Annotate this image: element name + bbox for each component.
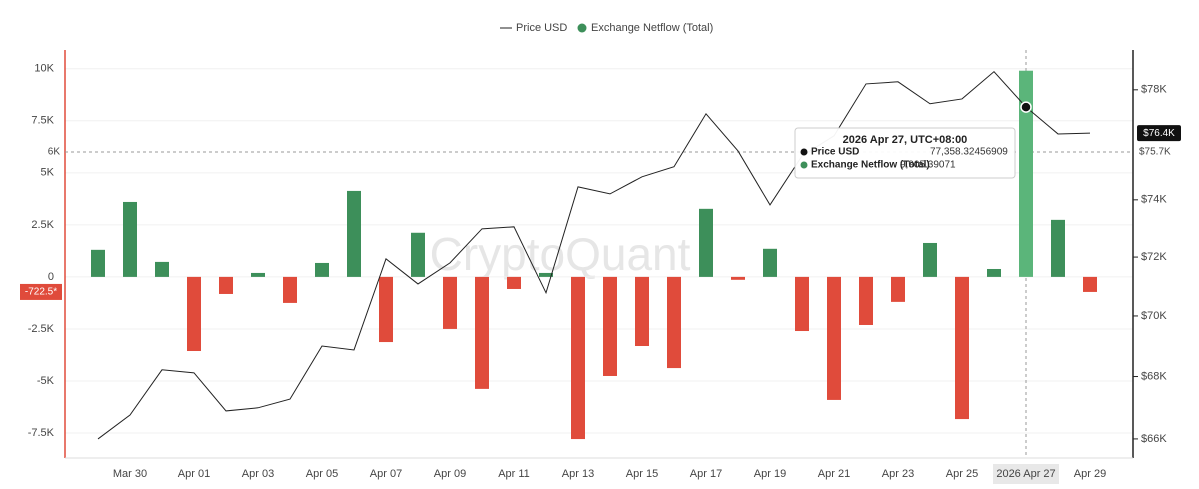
x-tick-label: Apr 29 [1074,468,1106,480]
tooltip-dot [800,161,808,169]
legend-dot [577,23,587,33]
x-tick-label: Apr 07 [370,468,402,480]
last-value-box [20,283,62,300]
x-tick-label: Apr 03 [242,468,274,480]
hover-point [1020,101,1032,113]
bar [635,276,649,347]
bar [667,276,681,369]
bar [1083,276,1097,292]
y2-tick-label: $74K [1141,194,1167,206]
y2-tick-label: $70K [1141,310,1167,322]
x-tick-label: Apr 11 [498,468,530,480]
bar [891,276,905,302]
bar [411,232,425,277]
bar [155,261,169,277]
bar [827,276,841,400]
y-tick-label: 5K [41,167,55,179]
bar [987,268,1001,277]
x-tick-label: Apr 21 [818,468,850,480]
tooltip-name: Exchange Netflow (Total) [811,160,930,171]
tooltip-title: 2026 Apr 27, UTC+08:00 [843,134,968,146]
bar [443,276,457,329]
x-tick-label: Apr 05 [306,468,338,480]
bar [507,276,521,289]
bar [315,262,329,277]
x-tick-label: Apr 09 [434,468,466,480]
last-value-label: -722.5* [25,287,57,298]
watermark: CryptoQuant [430,228,691,280]
tooltip [794,127,1016,179]
x-tick-label: Mar 30 [113,468,147,480]
x-tick-label: Apr 17 [690,468,722,480]
x-label-highlight [993,464,1059,484]
x-tick-label: Apr 15 [626,468,658,480]
last-value-box [1137,125,1181,142]
y-tick-label: 0 [48,271,54,283]
bar [475,276,489,389]
bar [219,276,233,294]
bar [347,190,361,277]
bar [731,276,745,280]
x-tick-label: Apr 23 [882,468,914,480]
tooltip-name: Price USD [811,147,859,158]
bar [283,276,297,303]
bar [251,272,265,277]
legend-label: Price USD [516,22,567,34]
bar [603,276,617,376]
y2-tick-label: $78K [1141,84,1167,96]
tooltip-value: 9,905.39071 [900,160,956,171]
crosshair-y2-label: $75.7K [1139,147,1171,158]
bar [859,276,873,325]
y2-tick-label: $66K [1141,433,1167,445]
y-tick-label: 7.5K [31,115,54,127]
x-tick-label: 2026 Apr 27 [996,468,1055,480]
bar [91,249,105,277]
bar [699,208,713,277]
crosshair-y-label: 6K [48,147,61,158]
x-tick-label: Apr 19 [754,468,786,480]
y-tick-label: 10K [34,63,54,75]
bar [763,248,777,277]
y-tick-label: -2.5K [28,323,55,335]
price-line [97,70,1091,440]
last-value-label: $76.4K [1143,128,1175,139]
bar [187,276,201,352]
x-tick-label: Apr 01 [178,468,210,480]
x-tick-label: Apr 25 [946,468,978,480]
legend-label: Exchange Netflow (Total) [591,22,713,34]
tooltip-value: 77,358.32456909 [930,147,1008,158]
bar [923,242,937,277]
bar [123,201,137,277]
y-tick-label: 2.5K [31,219,54,231]
bar [539,272,553,277]
bar [1019,70,1033,277]
y2-tick-label: $72K [1141,251,1167,263]
bar [955,276,969,420]
bar [571,276,585,440]
y2-tick-label: $68K [1141,370,1167,382]
x-tick-label: Apr 13 [562,468,594,480]
bar [379,276,393,343]
bar [1051,219,1065,277]
tooltip-dot [800,148,808,156]
y-tick-label: -5K [37,375,55,387]
y-tick-label: -7.5K [28,427,55,439]
bar [795,276,809,332]
